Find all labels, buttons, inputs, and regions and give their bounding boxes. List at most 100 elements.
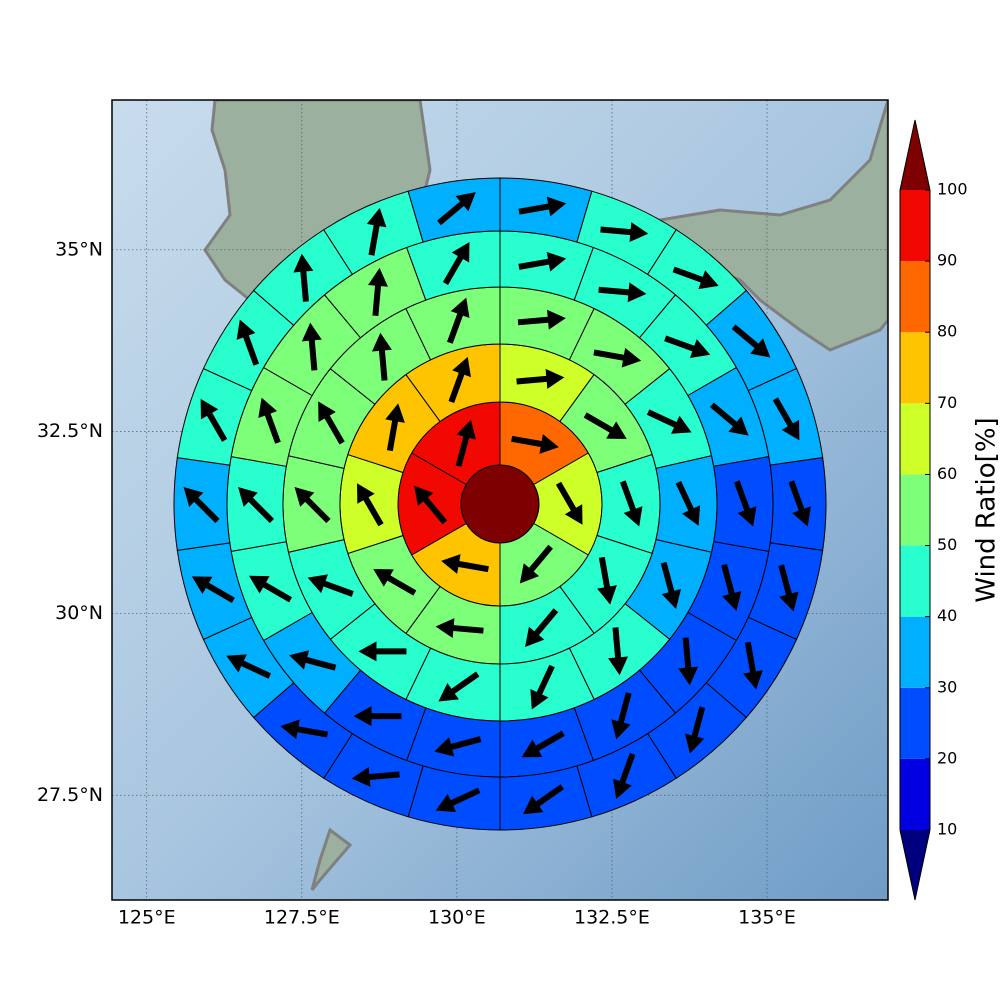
wind-arrow [441, 554, 489, 574]
colorbar-extend-low [900, 830, 930, 900]
wind-arrow [672, 266, 719, 290]
colorbar-tick-label: 50 [937, 535, 957, 554]
wind-arrow [646, 409, 692, 434]
wind-arrow [414, 485, 448, 525]
wind-arrow [447, 297, 470, 344]
wind-arrow [200, 398, 228, 442]
x-tick-label: 130°E [428, 907, 486, 929]
wind-arrow [448, 356, 471, 403]
wind-arrow [301, 322, 322, 371]
wind-arrow [516, 368, 565, 389]
wind-arrow [684, 706, 706, 754]
wind-arrow [788, 480, 811, 527]
colorbar-tick-label: 30 [937, 677, 957, 696]
x-tick-label: 125°E [118, 907, 176, 929]
colorbar-segment [900, 474, 930, 546]
wind-arrow [611, 692, 632, 740]
wind-arrow [437, 192, 476, 226]
colorbar-segment [900, 616, 930, 688]
wind-arrow [289, 650, 337, 671]
wind-arrow [612, 752, 636, 799]
wind-arrow [772, 397, 800, 441]
sectors [173, 177, 827, 831]
map-frame [111, 99, 889, 901]
colorbar-tick-label: 60 [937, 464, 957, 483]
wind-arrow [555, 481, 583, 525]
y-tick-label: 32.5°N [37, 420, 103, 442]
wind-arrow [517, 309, 566, 330]
colorbar-tick-label: 40 [937, 606, 957, 625]
wind-arrow [434, 736, 482, 757]
wind-arrow [294, 487, 331, 524]
colorbar-segment [900, 687, 930, 759]
wind-arrow [743, 641, 763, 690]
wind-arrow [778, 564, 799, 612]
x-tick-label: 132.5°E [574, 907, 650, 929]
wind-arrow [521, 730, 565, 758]
colorbar-tick-label: 90 [937, 251, 957, 270]
colorbar-tick-label: 20 [937, 748, 957, 767]
colorbar-segment [900, 190, 930, 262]
wind-arrow [733, 480, 757, 527]
wind-arrow [442, 241, 470, 286]
wind-arrow [522, 784, 565, 815]
colorbar-segment [900, 261, 930, 333]
wind-arrow [511, 434, 559, 454]
wind-arrow [731, 324, 771, 358]
wind-arrow [191, 576, 235, 603]
wind-arrow [608, 627, 629, 676]
colorbar-tick-label: 10 [937, 820, 957, 839]
colorbar: 10 20 30 40 50 60 70 80 90 100 [899, 119, 968, 901]
wind-arrow [593, 347, 642, 368]
wind-arrow [583, 412, 627, 440]
y-tick-label: 35°N [55, 238, 103, 260]
wind-arrow [238, 487, 275, 524]
wind-arrow [530, 664, 555, 710]
wind-arrow [358, 641, 407, 662]
wind-arrow [678, 637, 699, 686]
axis-ticks: 125°E 127.5°E 130°E 132.5°E 135°E 27.5°N 30°N 3… [37, 238, 796, 928]
wind-arrow [435, 618, 484, 639]
wind-arrow [675, 480, 701, 526]
wind-arrow [600, 222, 649, 243]
wind-arrow [373, 568, 417, 596]
y-tick-label: 27.5°N [37, 784, 103, 806]
colorbar-segment [900, 758, 930, 830]
wind-arrow [368, 267, 388, 316]
wind-arrow [318, 401, 345, 445]
wind-arrow [455, 419, 476, 467]
colorbar-tick-label: 70 [937, 393, 957, 412]
wind-arrow [721, 563, 742, 611]
wind-arrow [226, 654, 272, 679]
wind-arrow [183, 487, 220, 524]
wind-arrow [385, 403, 405, 452]
arrows [183, 192, 811, 815]
wind-arrow [660, 561, 682, 609]
wind-arrow [371, 332, 392, 381]
wind-arrow [293, 253, 314, 302]
colorbar-tick-label: 80 [937, 322, 957, 341]
wind-arrow [664, 335, 711, 358]
wind-arrow [525, 608, 559, 647]
x-tick-label: 135°E [738, 907, 796, 929]
colorbar-segment [900, 545, 930, 617]
colorbar-tick-label: 100 [937, 180, 968, 199]
wind-arrow [236, 319, 260, 366]
colorbar-segment [900, 332, 930, 404]
wind-arrow [519, 544, 553, 584]
wind-arrow [248, 575, 293, 603]
colorbar-extend-high [900, 120, 930, 190]
wind-arrow [357, 483, 384, 527]
wind-arrow [709, 402, 749, 436]
wind-arrow [307, 574, 354, 597]
colorbar-label: Wind Ratio[%] [972, 417, 1000, 602]
wind-arrow [597, 556, 617, 605]
colorbar-segment [900, 403, 930, 475]
x-tick-label: 127.5°E [264, 907, 340, 929]
wind-arrow [518, 196, 567, 217]
wind-arrow [366, 207, 387, 256]
wind-arrow [258, 397, 281, 444]
wind-arrow [353, 706, 402, 727]
wind-arrow [351, 766, 400, 787]
